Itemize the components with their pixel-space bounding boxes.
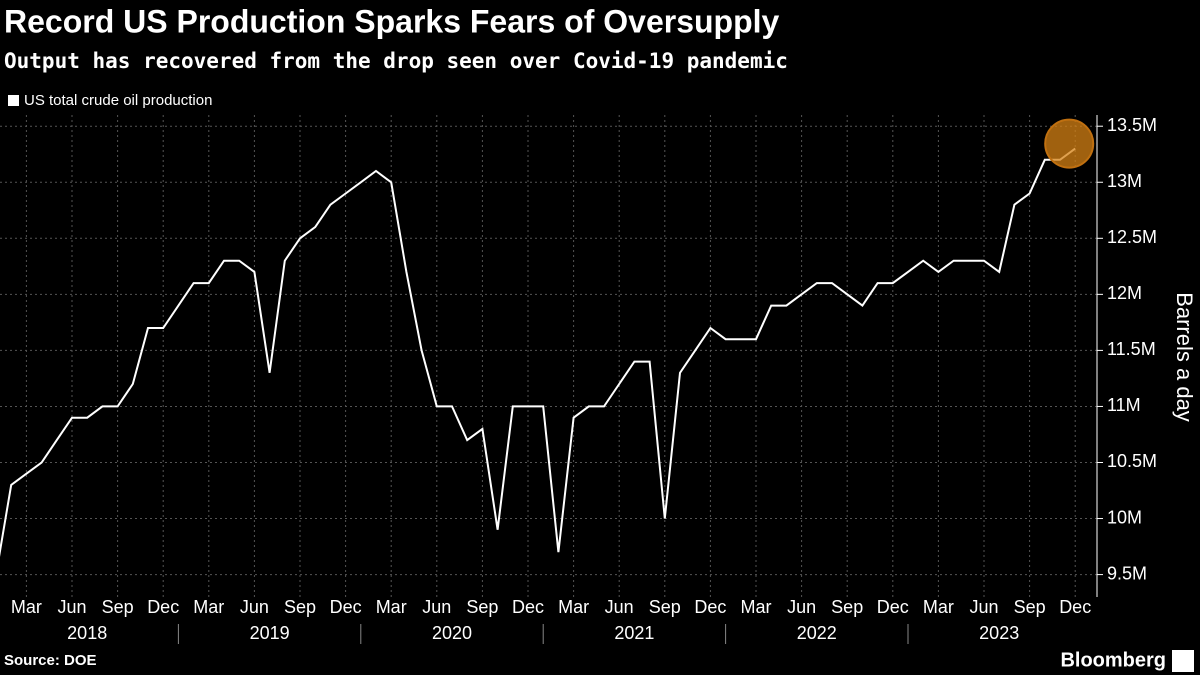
- x-tick-label: Dec: [512, 597, 544, 617]
- year-label: 2021: [614, 623, 654, 643]
- y-tick-label: 10M: [1107, 507, 1142, 527]
- x-tick-label: Jun: [969, 597, 998, 617]
- year-label: 2022: [797, 623, 837, 643]
- y-tick-label: 13.5M: [1107, 115, 1157, 135]
- legend-swatch: [8, 95, 19, 106]
- x-tick-label: Jun: [422, 597, 451, 617]
- x-tick-label: Dec: [694, 597, 726, 617]
- x-tick-label: Sep: [831, 597, 863, 617]
- x-tick-label: Jun: [605, 597, 634, 617]
- y-tick-label: 12M: [1107, 283, 1142, 303]
- x-tick-label: Mar: [558, 597, 589, 617]
- x-tick-label: Sep: [102, 597, 134, 617]
- year-label: 2019: [250, 623, 290, 643]
- y-axis-label: Barrels a day: [1172, 292, 1197, 422]
- year-label: 2018: [67, 623, 107, 643]
- x-tick-label: Dec: [147, 597, 179, 617]
- x-tick-label: Mar: [376, 597, 407, 617]
- y-tick-label: 10.5M: [1107, 451, 1157, 471]
- x-tick-label: Mar: [193, 597, 224, 617]
- year-label: 2023: [979, 623, 1019, 643]
- y-tick-label: 13M: [1107, 171, 1142, 191]
- x-tick-label: Jun: [240, 597, 269, 617]
- source: Source: DOE: [4, 652, 97, 669]
- year-label: 2020: [432, 623, 472, 643]
- x-tick-label: Dec: [877, 597, 909, 617]
- x-tick-label: Mar: [11, 597, 42, 617]
- brand: Bloomberg: [1060, 649, 1166, 671]
- x-tick-label: Sep: [284, 597, 316, 617]
- x-tick-label: Mar: [923, 597, 954, 617]
- x-tick-label: Sep: [649, 597, 681, 617]
- x-tick-label: Jun: [57, 597, 86, 617]
- chart-subtitle: Output has recovered from the drop seen …: [4, 49, 788, 73]
- y-tick-label: 12.5M: [1107, 227, 1157, 247]
- x-tick-label: Jun: [787, 597, 816, 617]
- x-tick-label: Sep: [1014, 597, 1046, 617]
- highlight: [1044, 118, 1095, 169]
- legend-label: US total crude oil production: [24, 92, 212, 109]
- x-tick-label: Sep: [466, 597, 498, 617]
- data-line: [0, 147, 1076, 557]
- chart-title: Record US Production Sparks Fears of Ove…: [4, 3, 780, 39]
- brand-icon: [1172, 650, 1194, 672]
- y-tick-label: 9.5M: [1107, 563, 1147, 583]
- y-tick-label: 11.5M: [1107, 339, 1156, 359]
- x-tick-label: Mar: [741, 597, 772, 617]
- x-tick-label: Dec: [1059, 597, 1091, 617]
- y-tick-label: 11M: [1107, 395, 1141, 415]
- x-tick-label: Dec: [330, 597, 362, 617]
